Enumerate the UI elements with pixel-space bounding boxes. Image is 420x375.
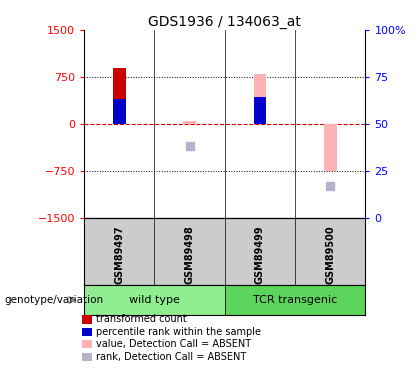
Bar (254, 97, 266, 124)
Bar (254, 74, 266, 124)
Bar (324, 124, 336, 171)
Bar (113, 99, 126, 124)
Text: GSM89500: GSM89500 (325, 226, 335, 284)
Text: GSM89499: GSM89499 (255, 226, 265, 284)
Text: wild type: wild type (129, 295, 180, 305)
Text: genotype/variation: genotype/variation (4, 295, 103, 305)
Bar (183, 121, 196, 124)
Bar (225, 285, 365, 315)
Text: percentile rank within the sample: percentile rank within the sample (96, 327, 261, 337)
Text: value, Detection Call = ABSENT: value, Detection Call = ABSENT (96, 339, 251, 349)
Bar (84, 285, 225, 315)
Text: TCR transgenic: TCR transgenic (253, 295, 337, 305)
Text: GSM89497: GSM89497 (114, 226, 124, 284)
Text: transformed count: transformed count (96, 315, 186, 324)
Title: GDS1936 / 134063_at: GDS1936 / 134063_at (148, 15, 301, 29)
Bar (113, 68, 126, 124)
Text: GSM89498: GSM89498 (184, 226, 194, 284)
Text: rank, Detection Call = ABSENT: rank, Detection Call = ABSENT (96, 352, 246, 362)
